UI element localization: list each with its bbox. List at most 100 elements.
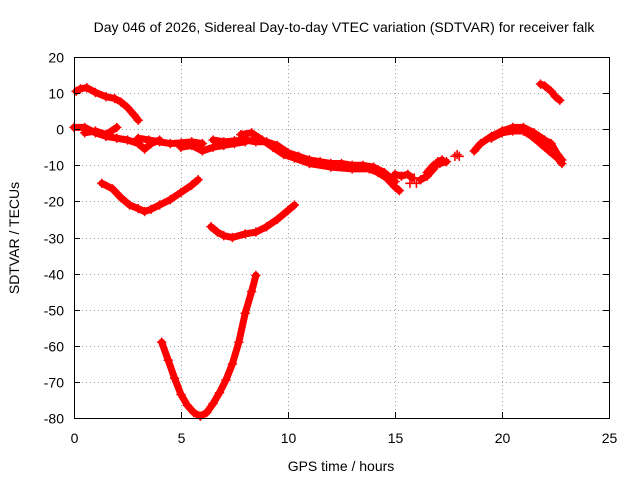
- data-point: [268, 142, 278, 153]
- series-arc-15: [486, 126, 567, 169]
- data-point: [364, 164, 375, 174]
- data-point: [550, 91, 561, 102]
- x-tick-label: 25: [602, 430, 618, 446]
- series-isolated: [405, 149, 464, 189]
- data-point: [193, 174, 203, 185]
- data-point: [415, 174, 426, 185]
- data-point: [90, 126, 101, 136]
- data-point: [169, 373, 180, 384]
- data-point: [246, 286, 257, 297]
- data-point: [289, 200, 300, 210]
- y-axis-label: SDTVAR / TECUs: [6, 182, 22, 294]
- data-point: [219, 137, 229, 147]
- series-trace: [391, 170, 416, 182]
- data-point: [154, 200, 165, 210]
- data-point: [535, 138, 546, 149]
- data-point: [176, 187, 186, 198]
- data-point: [555, 95, 565, 106]
- series-arc-9: [390, 169, 417, 183]
- series-trace: [81, 123, 121, 139]
- data-point: [144, 135, 154, 145]
- x-tick-label: 0: [71, 430, 79, 446]
- data-point: [546, 86, 556, 97]
- data-point: [450, 151, 460, 162]
- data-point: [176, 142, 186, 153]
- data-point: [146, 204, 156, 215]
- x-tick-label: 20: [495, 430, 511, 446]
- y-tick-label: -10: [44, 158, 64, 174]
- data-point: [246, 128, 257, 138]
- data-point: [278, 149, 289, 160]
- y-tick-label: -80: [44, 411, 64, 427]
- data-point: [435, 158, 445, 169]
- data-point: [557, 158, 567, 169]
- data-point: [326, 162, 336, 172]
- data-point: [112, 133, 122, 143]
- data-point: [261, 221, 272, 232]
- series-arc-1: [71, 82, 143, 125]
- data-point: [156, 337, 167, 347]
- data-point: [109, 93, 120, 104]
- data-point: [441, 156, 452, 167]
- data-point: [221, 375, 231, 385]
- data-point: [240, 308, 250, 319]
- y-tick-label: -40: [44, 267, 64, 283]
- data-point: [544, 146, 554, 156]
- data-point: [428, 160, 439, 171]
- data-point: [390, 182, 400, 192]
- data-point: [206, 221, 216, 232]
- series-trace: [423, 158, 450, 176]
- data-point: [540, 81, 550, 91]
- data-point: [90, 87, 101, 98]
- data-point: [212, 227, 223, 237]
- axis-ticks: 0 5 10 15 20 25 -80 -70 -60 -50 -40 -30 -20 -10 0 10 20: [44, 50, 618, 447]
- grid: [74, 57, 609, 418]
- y-tick-label: 10: [48, 86, 64, 102]
- chart-title: Day 046 of 2026, Sidereal Day-to-day VTE…: [94, 19, 596, 35]
- data-point: [475, 138, 486, 149]
- data-point: [116, 97, 126, 107]
- data-series: [69, 79, 567, 421]
- data-point: [283, 205, 293, 216]
- data-point: [469, 146, 479, 156]
- data-point: [394, 185, 405, 196]
- y-tick-label: -60: [44, 339, 64, 355]
- data-point: [112, 122, 122, 133]
- data-point: [219, 230, 229, 241]
- data-point: [507, 126, 518, 136]
- y-tick-label: -50: [44, 303, 64, 319]
- data-point: [165, 138, 176, 149]
- series-trace: [207, 201, 298, 241]
- data-point: [405, 178, 415, 189]
- data-point: [82, 82, 92, 93]
- data-point: [272, 214, 283, 225]
- series-trace: [72, 84, 142, 124]
- data-point: [208, 135, 218, 145]
- data-point: [165, 194, 176, 205]
- data-point: [122, 102, 133, 113]
- data-point: [234, 337, 244, 347]
- data-point: [129, 110, 139, 120]
- x-tick-label: 15: [388, 430, 404, 446]
- y-tick-label: -30: [44, 231, 64, 247]
- data-point: [133, 203, 143, 214]
- data-point: [139, 144, 150, 154]
- data-point: [75, 84, 86, 94]
- series-arc-16: [535, 79, 565, 106]
- x-tick-label: 5: [178, 430, 186, 446]
- data-point: [546, 138, 556, 149]
- series-arc-8: [236, 128, 405, 196]
- series-trace: [158, 271, 260, 420]
- data-point: [304, 158, 315, 169]
- data-point: [381, 173, 392, 183]
- x-tick-label: 10: [281, 430, 297, 446]
- data-point: [240, 229, 250, 239]
- data-point: [236, 129, 246, 140]
- data-point: [390, 169, 400, 180]
- data-point: [107, 184, 118, 194]
- data-point: [486, 133, 497, 143]
- data-point: [101, 129, 111, 140]
- series-arc-10: [206, 200, 300, 243]
- data-point: [189, 407, 199, 418]
